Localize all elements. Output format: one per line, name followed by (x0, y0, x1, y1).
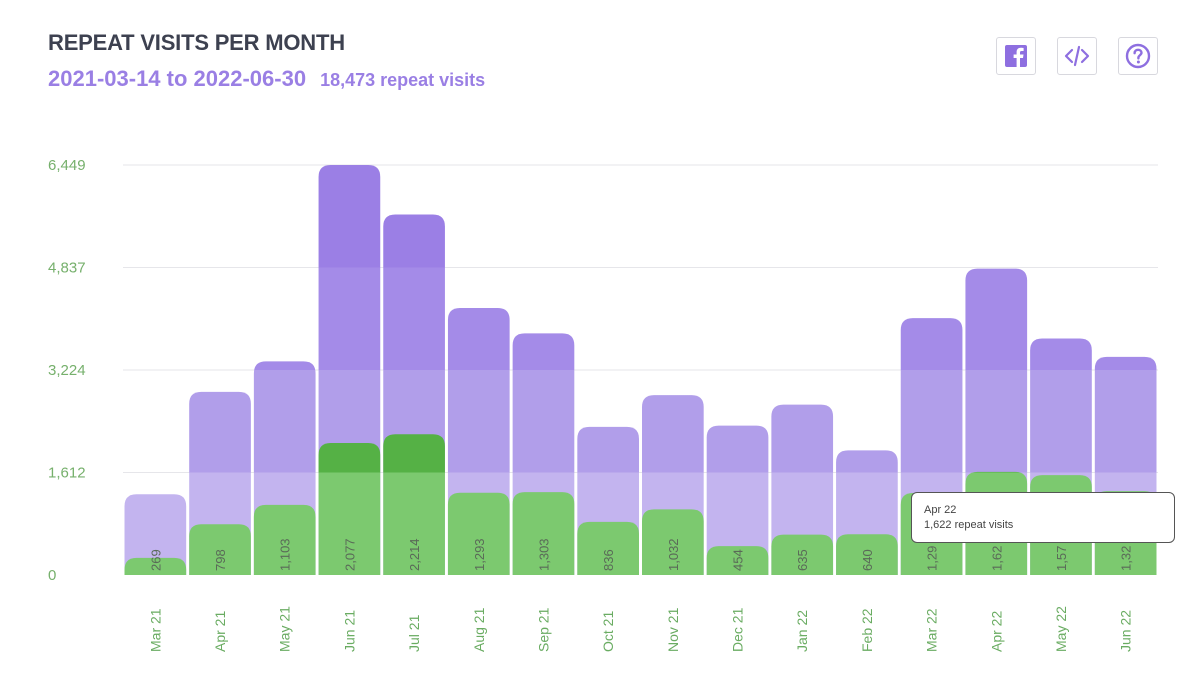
bar-repeat (512, 492, 575, 575)
x-tick-label: Jan 22 (794, 610, 810, 652)
y-tick-label: 3,224 (48, 362, 86, 379)
x-tick-label: Oct 21 (600, 611, 616, 652)
subtitle: 2021-03-14 to 2022-06-30 18,473 repeat v… (48, 66, 485, 92)
bar-repeat (706, 546, 769, 575)
bar-repeat (318, 442, 381, 575)
bar-total (706, 425, 769, 575)
x-tick-label: Aug 21 (471, 607, 487, 652)
chart-tooltip: Apr 22 1,622 repeat visits (911, 492, 1175, 543)
y-tick-label: 6,449 (48, 157, 86, 174)
bar-repeat (189, 524, 251, 575)
x-tick-label: May 22 (1053, 606, 1069, 652)
x-tick-label: Dec 21 (730, 607, 746, 652)
x-tick-label: May 21 (277, 606, 293, 652)
data-label: 2,214 (407, 538, 422, 571)
bar-total (124, 494, 187, 575)
help-button[interactable] (1118, 37, 1158, 75)
bar-repeat (771, 534, 834, 575)
x-tick-label: Jul 21 (406, 614, 422, 652)
code-icon (1064, 45, 1090, 67)
data-label: 798 (213, 549, 228, 571)
tooltip-value: 1,622 repeat visits (924, 519, 1014, 531)
bar-repeat (577, 521, 639, 575)
data-label: 640 (860, 549, 875, 571)
y-tick-label: 1,612 (48, 465, 86, 482)
data-label: 1,29 (925, 546, 940, 571)
x-tick-label: Jun 21 (341, 610, 357, 652)
facebook-icon (1005, 45, 1027, 67)
data-label: 1,32 (1119, 546, 1134, 571)
data-label: 2,077 (342, 538, 357, 571)
data-label: 1,032 (666, 538, 681, 571)
tooltip-title: Apr 22 (924, 504, 957, 516)
help-icon (1125, 43, 1151, 69)
bar-repeat (642, 509, 704, 575)
total-repeat-visits: 18,473 repeat visits (320, 70, 486, 90)
embed-code-button[interactable] (1057, 37, 1097, 75)
x-tick-label: Mar 21 (147, 608, 163, 652)
x-tick-label: Feb 22 (859, 608, 875, 652)
x-tick-label: Apr 22 (988, 611, 1004, 652)
data-label: 454 (731, 549, 746, 571)
data-label: 1,62 (989, 546, 1004, 571)
data-label: 1,293 (472, 538, 487, 571)
y-tick-label: 4,837 (48, 259, 86, 276)
data-label: 1,303 (536, 538, 551, 571)
bar-repeat (836, 534, 898, 575)
data-label: 1,103 (278, 538, 293, 571)
bar-total (771, 404, 834, 575)
x-tick-label: Jun 22 (1118, 610, 1134, 652)
data-label: 1,57 (1054, 546, 1069, 571)
x-tick-label: Apr 21 (212, 611, 228, 652)
bar-repeat (447, 492, 510, 575)
date-range: 2021-03-14 to 2022-06-30 (48, 66, 307, 91)
data-label: 269 (148, 549, 163, 571)
data-label: 836 (601, 549, 616, 571)
bar-repeat (253, 504, 316, 575)
page-title: REPEAT VISITS PER MONTH (48, 30, 345, 55)
toolbar (996, 37, 1158, 75)
bar-repeat (383, 434, 445, 575)
data-label: 635 (795, 549, 810, 571)
facebook-share-button[interactable] (996, 37, 1036, 75)
y-tick-label: 0 (48, 567, 56, 584)
x-tick-label: Mar 22 (924, 608, 940, 652)
bar-repeat (124, 557, 187, 575)
x-tick-label: Nov 21 (665, 607, 681, 652)
x-tick-label: Sep 21 (535, 607, 551, 652)
